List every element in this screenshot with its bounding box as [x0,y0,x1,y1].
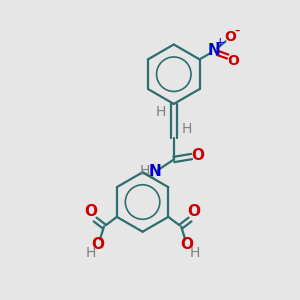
Text: H: H [156,105,166,119]
Text: N: N [207,43,220,58]
Text: +: + [215,36,226,49]
Text: O: O [192,148,205,164]
Text: H: H [190,246,200,260]
Text: O: O [92,237,105,252]
Text: O: O [224,30,236,44]
Text: H: H [85,246,96,260]
Text: O: O [181,237,194,252]
Text: H: H [140,164,150,178]
Text: O: O [188,204,201,219]
Text: O: O [227,54,239,68]
Text: N: N [149,164,161,178]
Text: H: H [182,122,192,136]
Text: O: O [85,204,98,219]
Text: -: - [235,23,240,38]
